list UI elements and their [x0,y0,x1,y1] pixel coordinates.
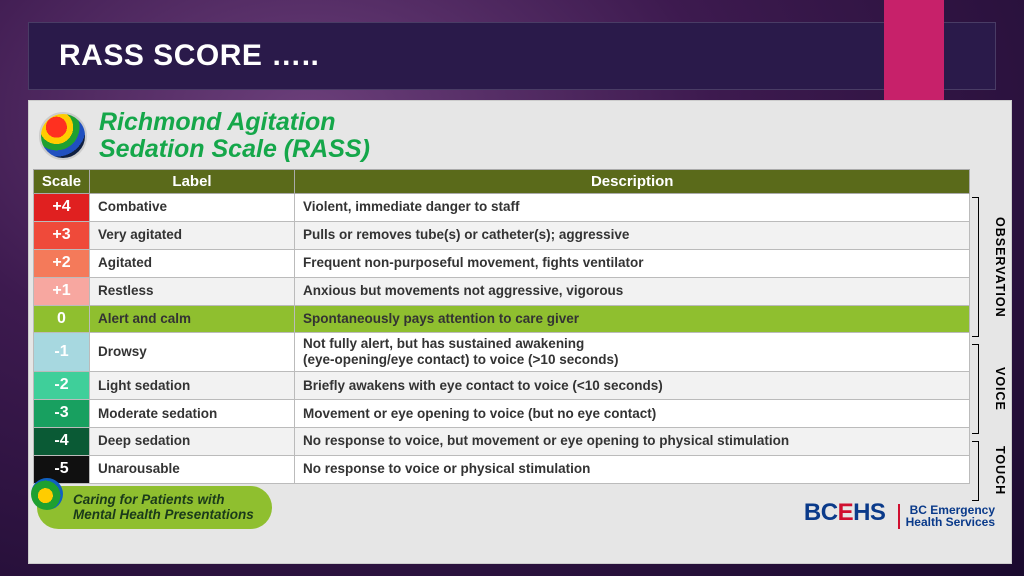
bcehs-e: E [838,499,854,526]
leaf-icon [31,478,63,510]
cell-desc: Not fully alert, but has sustained awake… [295,333,970,372]
card-title-line1: Richmond Agitation [99,109,370,136]
caring-line2: Mental Health Presentations [73,507,254,523]
table-wrap: Scale Label Description +4CombativeViole… [33,169,1007,484]
cell-scale: +1 [34,277,90,305]
slide-title-bar: RASS SCORE ….. [28,22,996,90]
card-footer: Caring for Patients with Mental Health P… [33,484,1007,529]
rass-table: Scale Label Description +4CombativeViole… [33,169,970,484]
cell-scale: -3 [34,400,90,428]
cell-desc: Violent, immediate danger to staff [295,194,970,222]
bracket [972,344,979,434]
side-label: VOICE [993,344,1007,434]
col-scale: Scale [34,170,90,194]
col-label: Label [90,170,295,194]
table-row: -5UnarousableNo response to voice or phy… [34,455,970,483]
cell-desc: No response to voice, but movement or ey… [295,427,970,455]
cell-label: Combative [90,194,295,222]
cell-label: Moderate sedation [90,400,295,428]
table-row: +1RestlessAnxious but movements not aggr… [34,277,970,305]
table-row: +3Very agitatedPulls or removes tube(s) … [34,221,970,249]
card-title-line2: Sedation Scale (RASS) [99,136,370,163]
cell-label: Drowsy [90,333,295,372]
cell-scale: +2 [34,249,90,277]
cell-desc: Pulls or removes tube(s) or catheter(s);… [295,221,970,249]
table-row: +2AgitatedFrequent non-purposeful moveme… [34,249,970,277]
cell-scale: -4 [34,427,90,455]
bcehs-sub2: Health Services [906,515,995,529]
cell-label: Light sedation [90,372,295,400]
bcehs-bc: BC [804,499,838,526]
cell-label: Restless [90,277,295,305]
bcehs-logo: BCEHS [804,499,892,526]
rass-card: Richmond Agitation Sedation Scale (RASS)… [28,100,1012,564]
cell-scale: +4 [34,194,90,222]
bcehs-sub: BC Emergency Health Services [898,504,995,529]
cell-label: Very agitated [90,221,295,249]
cell-desc: Spontaneously pays attention to care giv… [295,305,970,333]
cell-scale: -1 [34,333,90,372]
bracket [972,441,979,501]
card-title: Richmond Agitation Sedation Scale (RASS) [99,109,370,163]
card-header: Richmond Agitation Sedation Scale (RASS) [33,105,1007,169]
cell-scale: +3 [34,221,90,249]
table-row: -4Deep sedationNo response to voice, but… [34,427,970,455]
table-row: -3Moderate sedationMovement or eye openi… [34,400,970,428]
caring-line1: Caring for Patients with [73,492,254,508]
side-brackets: OBSERVATIONVOICETOUCH [970,169,1007,484]
slide-title: RASS SCORE ….. [59,39,319,73]
table-row: +4CombativeViolent, immediate danger to … [34,194,970,222]
table-row: -1DrowsyNot fully alert, but has sustain… [34,333,970,372]
table-header-row: Scale Label Description [34,170,970,194]
col-desc: Description [295,170,970,194]
cell-desc: No response to voice or physical stimula… [295,455,970,483]
cell-desc: Frequent non-purposeful movement, fights… [295,249,970,277]
cell-desc: Anxious but movements not aggressive, vi… [295,277,970,305]
brain-icon [39,112,87,160]
cell-desc: Briefly awakens with eye contact to voic… [295,372,970,400]
cell-scale: 0 [34,305,90,333]
cell-label: Deep sedation [90,427,295,455]
side-label: TOUCH [993,441,1007,501]
cell-scale: -2 [34,372,90,400]
table-row: 0Alert and calmSpontaneously pays attent… [34,305,970,333]
cell-label: Alert and calm [90,305,295,333]
bcehs-logo-block: BCEHS BC Emergency Health Services [804,499,995,528]
side-label: OBSERVATION [993,197,1007,337]
bcehs-hs: HS [853,499,885,526]
slide-ribbon [884,0,944,100]
cell-label: Agitated [90,249,295,277]
caring-badge: Caring for Patients with Mental Health P… [37,486,272,529]
bracket [972,197,979,337]
table-row: -2Light sedationBriefly awakens with eye… [34,372,970,400]
cell-desc: Movement or eye opening to voice (but no… [295,400,970,428]
cell-label: Unarousable [90,455,295,483]
